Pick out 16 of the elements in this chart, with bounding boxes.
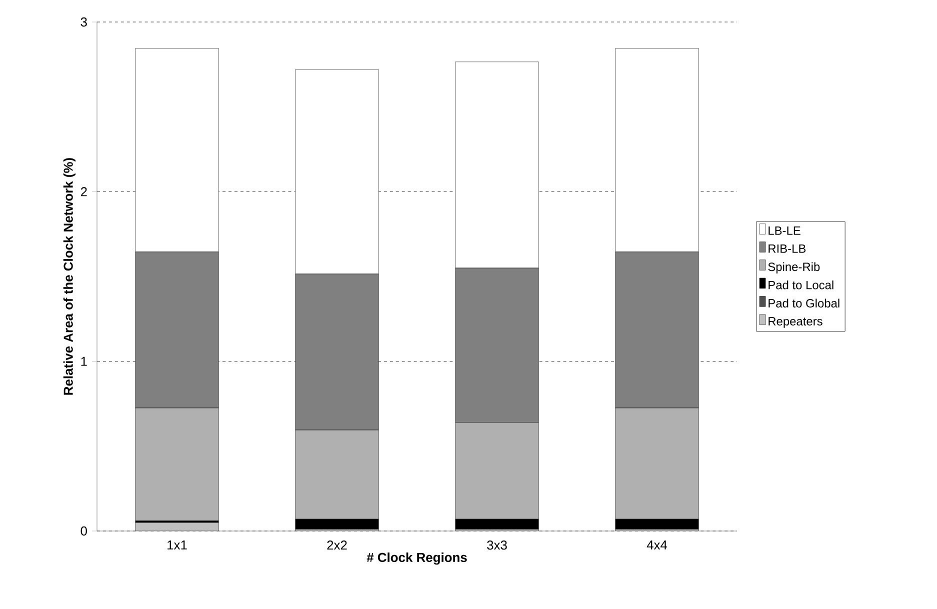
- x-tick-label: 3x3: [487, 540, 507, 550]
- y-tick-label: 3: [80, 17, 87, 27]
- legend-label: Repeaters: [768, 317, 822, 328]
- legend-label: Pad to Global: [768, 298, 840, 308]
- x-tick-label: 1x1: [168, 540, 187, 550]
- x-tick-label: 2x2: [327, 540, 347, 550]
- legend-label: Pad to Local: [768, 280, 834, 290]
- legend-label: RIB-LB: [768, 244, 806, 253]
- y-tick-label: 1: [81, 356, 87, 366]
- y-tick-label: 2: [80, 187, 87, 196]
- legend-label: Spine-Rib: [768, 262, 820, 274]
- x-tick-label: 4x4: [646, 540, 668, 550]
- x-axis-title: # Clock Regions: [366, 552, 467, 565]
- y-tick-label: 0: [80, 526, 87, 536]
- legend-label: LB-LE: [768, 226, 800, 235]
- y-axis-title: Relative Area of the Clock Network (%): [63, 158, 76, 395]
